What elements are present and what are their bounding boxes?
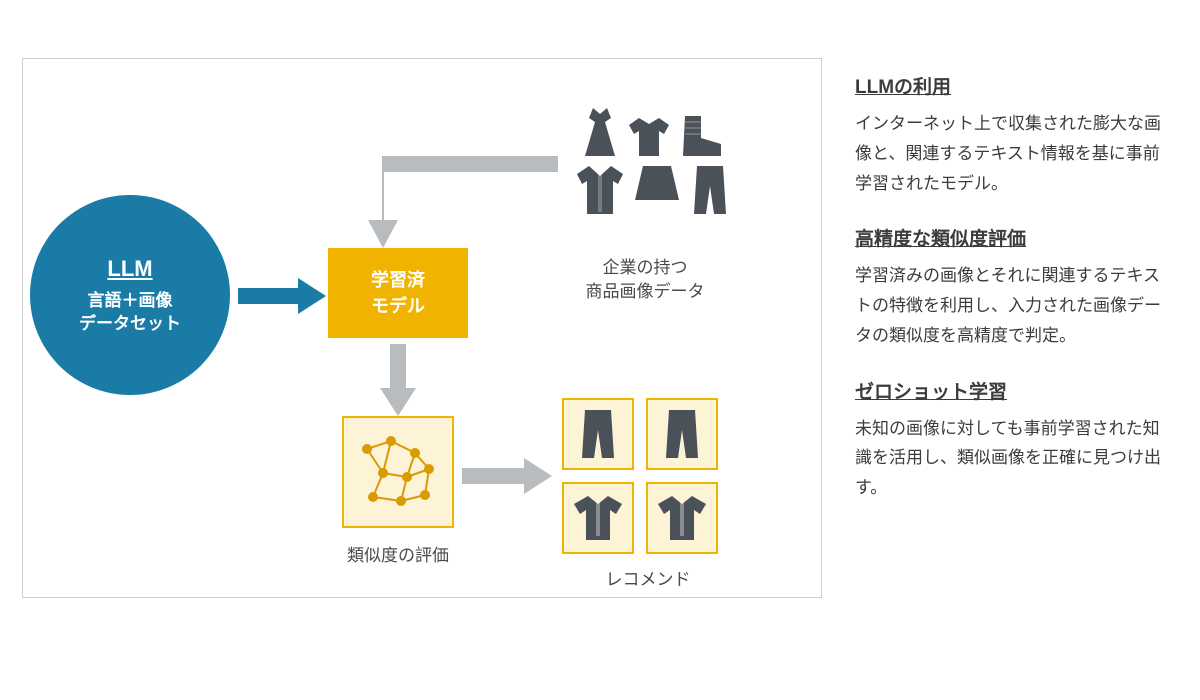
trained-model-box: 学習済 モデル: [328, 248, 468, 338]
similarity-eval-box: [342, 416, 454, 528]
section-title: 高精度な類似度評価: [855, 224, 1173, 251]
section-body: 学習済みの画像とそれに関連するテキストの特徴を利用し、入力された画像データの類似…: [855, 261, 1173, 350]
recommend-thumb-shirt-1: [562, 482, 634, 554]
arrow-llm-to-model: [238, 276, 328, 316]
arrow-eval-to-recommend: [462, 456, 554, 496]
recommend-thumb-shirt-2: [646, 482, 718, 554]
model-line2: モデル: [371, 293, 425, 319]
explanation-column: LLMの利用 インターネット上で収集された膨大な画像と、関連するテキスト情報を基…: [855, 72, 1173, 529]
recommend-thumb-pants-2: [646, 398, 718, 470]
section-body: 未知の画像に対しても事前学習された知識を活用し、類似画像を正確に見つけ出す。: [855, 414, 1173, 503]
arrow-products-to-model: [368, 150, 568, 250]
llm-sub1: 言語＋画像: [88, 289, 173, 313]
section-title: LLMの利用: [855, 72, 1173, 99]
llm-title: LLM: [107, 254, 152, 285]
product-images-label: 企業の持つ 商品画像データ: [560, 256, 730, 304]
llm-sub2: データセット: [79, 312, 181, 336]
network-icon: [355, 429, 441, 515]
arrow-model-to-eval: [380, 344, 416, 416]
product-image-cluster: [563, 108, 743, 214]
llm-circle: LLM 言語＋画像 データセット: [30, 195, 230, 395]
recommend-label: レコメンド: [598, 568, 698, 592]
section-title: ゼロショット学習: [855, 377, 1173, 404]
evaluation-label: 類似度の評価: [342, 544, 454, 568]
recommend-thumb-pants-1: [562, 398, 634, 470]
model-line1: 学習済: [371, 267, 425, 293]
section-body: インターネット上で収集された膨大な画像と、関連するテキスト情報を基に事前学習され…: [855, 109, 1173, 198]
